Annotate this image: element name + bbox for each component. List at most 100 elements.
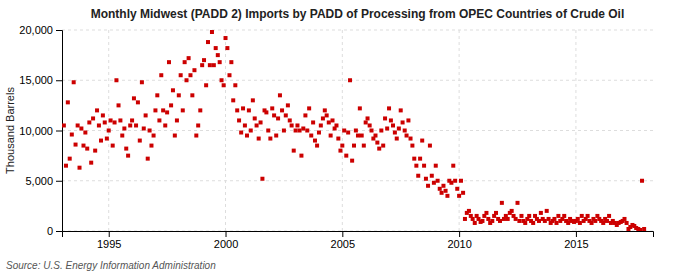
point: [266, 129, 270, 133]
point: [543, 219, 547, 223]
point: [334, 123, 338, 127]
x-tick: 2010: [447, 231, 471, 250]
point: [214, 46, 218, 50]
point: [188, 73, 192, 77]
point: [356, 134, 360, 138]
point: [142, 126, 146, 130]
point: [225, 46, 229, 50]
point: [118, 118, 122, 122]
point: [350, 159, 354, 163]
point: [78, 166, 82, 170]
x-tick-mark: [226, 231, 227, 237]
point: [187, 56, 191, 60]
point: [519, 214, 523, 218]
point: [210, 30, 214, 34]
point: [484, 211, 488, 215]
point: [183, 60, 187, 64]
y-axis-line: [56, 31, 63, 232]
point: [163, 123, 167, 127]
point: [255, 123, 259, 127]
grid-line-y: [62, 80, 653, 81]
point: [251, 98, 255, 102]
point: [268, 137, 272, 141]
point: [344, 154, 348, 158]
point: [208, 63, 212, 67]
point: [181, 108, 185, 112]
point: [552, 217, 556, 221]
point: [124, 147, 128, 151]
point: [72, 80, 76, 84]
point: [424, 177, 428, 181]
point: [461, 191, 465, 195]
point: [438, 187, 442, 191]
point: [284, 113, 288, 117]
point: [241, 106, 245, 110]
point: [338, 149, 342, 153]
point: [414, 164, 418, 168]
point: [298, 129, 302, 133]
point: [107, 129, 111, 133]
point: [101, 113, 105, 117]
point: [136, 100, 140, 104]
point: [317, 131, 321, 135]
point: [459, 179, 463, 183]
point: [387, 106, 391, 110]
grid: [62, 30, 653, 231]
point: [93, 149, 97, 153]
point: [315, 144, 319, 148]
point: [111, 144, 115, 148]
point: [202, 58, 206, 62]
point: [547, 217, 551, 221]
point: [79, 126, 83, 130]
point: [243, 123, 247, 127]
point: [366, 116, 370, 120]
point: [336, 137, 340, 141]
point: [81, 144, 85, 148]
y-tick-mark: [56, 181, 62, 182]
point: [134, 123, 138, 127]
point: [467, 209, 471, 213]
point: [179, 73, 183, 77]
point: [444, 189, 448, 193]
point: [83, 131, 87, 135]
point: [360, 134, 364, 138]
y-tick: 20,000: [19, 24, 62, 36]
point: [249, 129, 253, 133]
point: [175, 118, 179, 122]
point: [307, 106, 311, 110]
point: [348, 78, 352, 82]
point: [556, 214, 560, 218]
point: [148, 129, 152, 133]
point: [177, 93, 181, 97]
point: [566, 221, 570, 225]
point: [192, 68, 196, 72]
point: [185, 78, 189, 82]
point: [325, 113, 329, 117]
point: [445, 194, 449, 198]
point: [233, 83, 237, 87]
x-tick-mark: [459, 231, 460, 237]
point: [103, 120, 107, 124]
grid-line-x: [225, 30, 226, 231]
point: [114, 78, 118, 82]
point: [99, 139, 103, 143]
point: [399, 108, 403, 112]
point: [463, 217, 467, 221]
point: [122, 126, 126, 130]
point: [130, 118, 134, 122]
x-tick-mark: [342, 231, 343, 237]
point: [418, 157, 422, 161]
point: [531, 221, 535, 225]
point: [516, 201, 520, 205]
point: [212, 63, 216, 67]
point: [144, 113, 148, 117]
point: [126, 154, 130, 158]
point: [204, 83, 208, 87]
point: [580, 214, 584, 218]
point: [294, 129, 298, 133]
point: [68, 157, 72, 161]
point: [373, 134, 377, 138]
point: [354, 129, 358, 133]
point: [286, 103, 290, 107]
y-tick-label: 20,000: [19, 24, 53, 36]
